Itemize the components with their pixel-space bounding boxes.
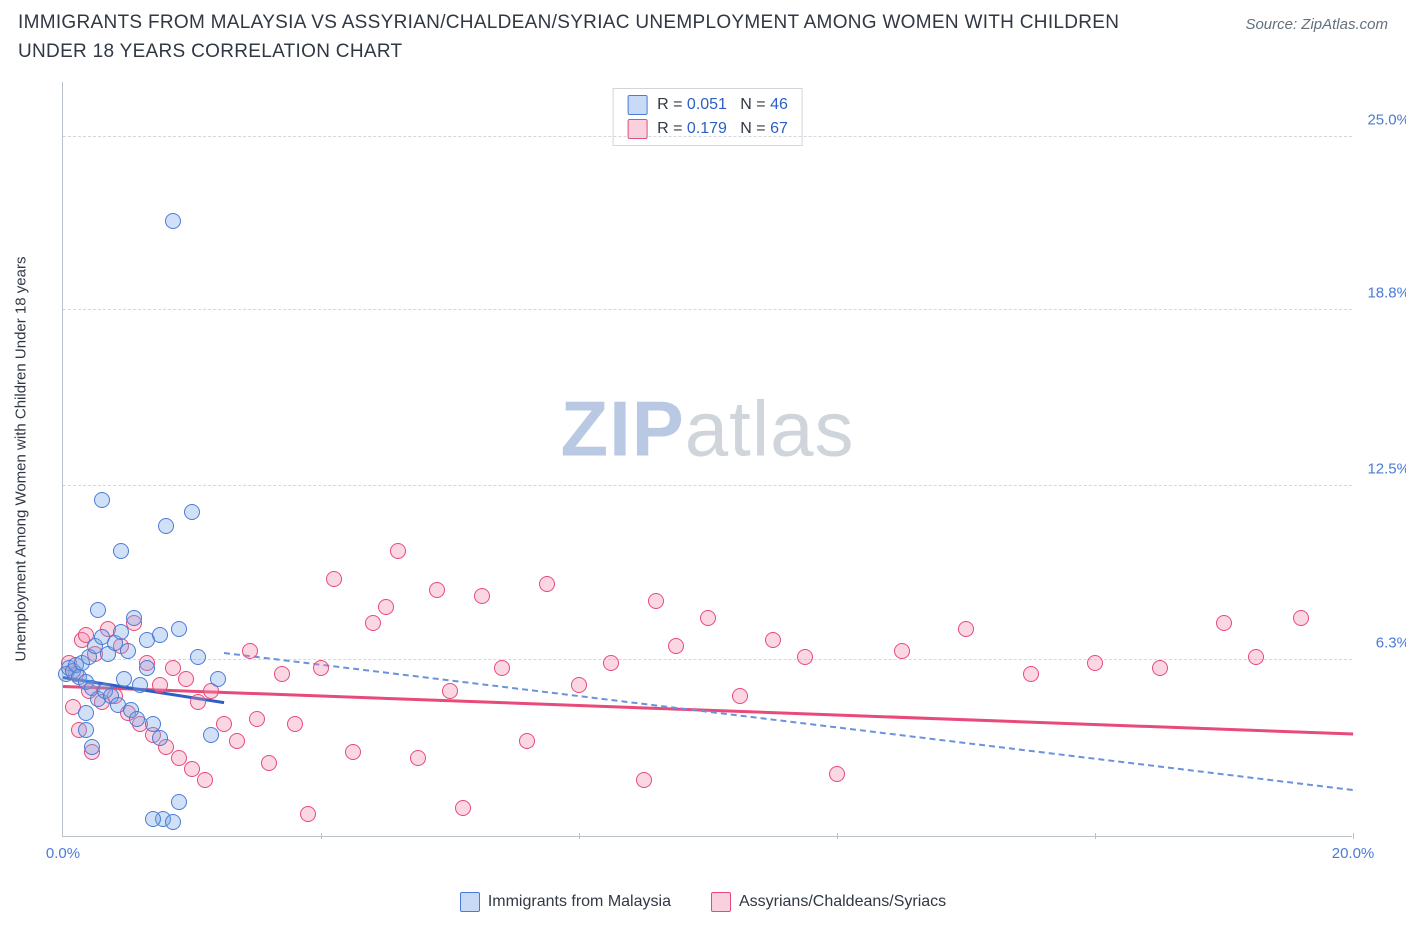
- data-point-blue: [171, 621, 187, 637]
- data-point-pink: [636, 772, 652, 788]
- legend-label-blue: Immigrants from Malaysia: [488, 893, 671, 911]
- data-point-blue: [165, 814, 181, 830]
- data-point-pink: [519, 733, 535, 749]
- gridline: [63, 485, 1352, 486]
- data-point-pink: [474, 588, 490, 604]
- data-point-blue: [184, 504, 200, 520]
- data-point-pink: [378, 599, 394, 615]
- swatch-pink-icon: [711, 892, 731, 912]
- data-point-blue: [171, 794, 187, 810]
- data-point-pink: [390, 543, 406, 559]
- data-point-blue: [210, 671, 226, 687]
- data-point-pink: [442, 683, 458, 699]
- legend-item-pink: Assyrians/Chaldeans/Syriacs: [711, 892, 946, 912]
- chart-title: IMMIGRANTS FROM MALAYSIA VS ASSYRIAN/CHA…: [18, 8, 1138, 67]
- x-tick-label: 20.0%: [1332, 845, 1375, 862]
- data-point-blue: [152, 627, 168, 643]
- x-tick: [1095, 833, 1096, 839]
- scatter-chart: Unemployment Among Women with Children U…: [62, 82, 1352, 837]
- data-point-pink: [313, 660, 329, 676]
- data-point-blue: [116, 671, 132, 687]
- data-point-pink: [732, 688, 748, 704]
- legend-label-pink: Assyrians/Chaldeans/Syriacs: [739, 893, 946, 911]
- data-point-pink: [455, 800, 471, 816]
- data-point-pink: [539, 576, 555, 592]
- data-point-blue: [113, 543, 129, 559]
- y-tick-label: 25.0%: [1367, 111, 1406, 128]
- data-point-pink: [152, 677, 168, 693]
- data-point-pink: [668, 638, 684, 654]
- x-tick: [579, 833, 580, 839]
- data-point-pink: [1023, 666, 1039, 682]
- data-point-pink: [190, 694, 206, 710]
- data-point-pink: [178, 671, 194, 687]
- x-tick: [321, 833, 322, 839]
- data-point-pink: [648, 593, 664, 609]
- data-point-blue: [129, 711, 145, 727]
- data-point-blue: [165, 213, 181, 229]
- data-point-blue: [132, 677, 148, 693]
- bottom-legend: Immigrants from Malaysia Assyrians/Chald…: [0, 892, 1406, 912]
- data-point-pink: [571, 677, 587, 693]
- stats-row-blue: R = 0.051 N = 46: [627, 95, 788, 115]
- data-point-pink: [345, 744, 361, 760]
- data-point-blue: [152, 730, 168, 746]
- gridline: [63, 136, 1352, 137]
- data-point-pink: [765, 632, 781, 648]
- data-point-blue: [126, 610, 142, 626]
- legend-item-blue: Immigrants from Malaysia: [460, 892, 671, 912]
- data-point-pink: [958, 621, 974, 637]
- data-point-pink: [229, 733, 245, 749]
- swatch-blue-icon: [460, 892, 480, 912]
- data-point-pink: [1152, 660, 1168, 676]
- data-point-pink: [242, 643, 258, 659]
- data-point-pink: [494, 660, 510, 676]
- data-point-blue: [94, 492, 110, 508]
- x-tick-label: 0.0%: [46, 845, 80, 862]
- data-point-pink: [300, 806, 316, 822]
- data-point-pink: [365, 615, 381, 631]
- data-point-pink: [700, 610, 716, 626]
- data-point-pink: [287, 716, 303, 732]
- data-point-blue: [84, 739, 100, 755]
- data-point-blue: [120, 643, 136, 659]
- watermark: ZIPatlas: [560, 383, 854, 474]
- data-point-blue: [203, 727, 219, 743]
- y-tick-label: 6.3%: [1376, 634, 1406, 651]
- gridline: [63, 309, 1352, 310]
- trendline-blue-extrapolated: [224, 652, 1353, 791]
- x-tick: [837, 833, 838, 839]
- y-tick-label: 18.8%: [1367, 285, 1406, 302]
- data-point-pink: [797, 649, 813, 665]
- data-point-pink: [410, 750, 426, 766]
- data-point-pink: [429, 582, 445, 598]
- source-attribution: Source: ZipAtlas.com: [1245, 16, 1388, 33]
- data-point-pink: [603, 655, 619, 671]
- data-point-blue: [190, 649, 206, 665]
- data-point-blue: [158, 518, 174, 534]
- stats-legend: R = 0.051 N = 46 R = 0.179 N = 67: [612, 88, 803, 146]
- data-point-pink: [326, 571, 342, 587]
- data-point-pink: [829, 766, 845, 782]
- data-point-pink: [216, 716, 232, 732]
- data-point-pink: [249, 711, 265, 727]
- data-point-pink: [261, 755, 277, 771]
- data-point-blue: [78, 705, 94, 721]
- data-point-pink: [1248, 649, 1264, 665]
- data-point-blue: [145, 811, 161, 827]
- data-point-pink: [274, 666, 290, 682]
- data-point-pink: [1216, 615, 1232, 631]
- data-point-blue: [113, 624, 129, 640]
- data-point-pink: [894, 643, 910, 659]
- data-point-blue: [78, 722, 94, 738]
- data-point-pink: [1293, 610, 1309, 626]
- data-point-blue: [139, 660, 155, 676]
- data-point-pink: [1087, 655, 1103, 671]
- data-point-pink: [197, 772, 213, 788]
- data-point-blue: [90, 602, 106, 618]
- x-tick: [1353, 833, 1354, 839]
- y-axis-title: Unemployment Among Women with Children U…: [13, 257, 30, 662]
- swatch-blue-icon: [627, 95, 647, 115]
- y-tick-label: 12.5%: [1367, 461, 1406, 478]
